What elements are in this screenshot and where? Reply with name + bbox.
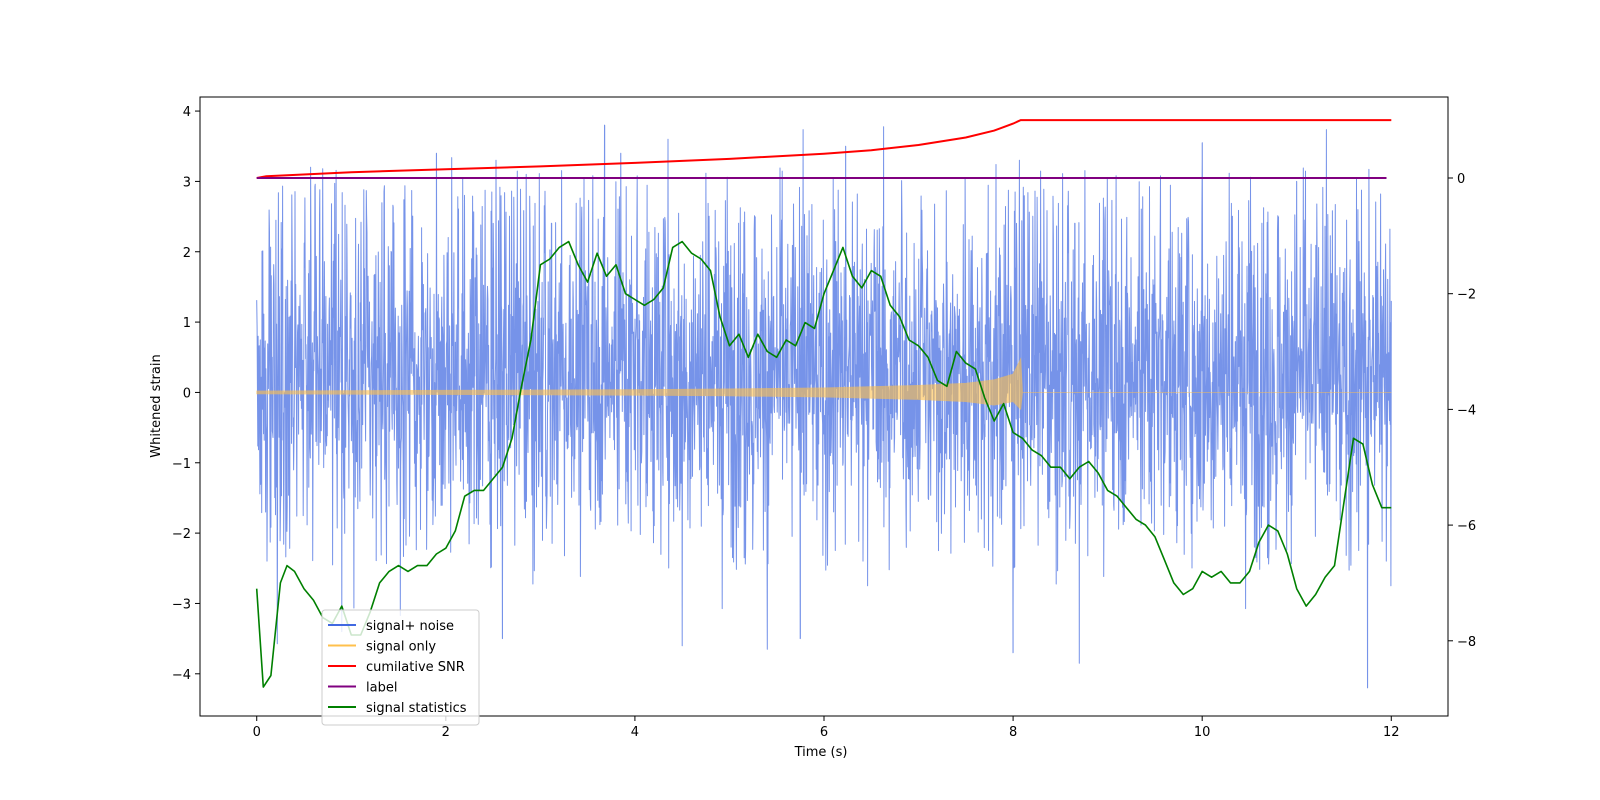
series-signal-statistics xyxy=(255,240,1392,688)
y-right-tick-label: −2 xyxy=(1457,288,1476,303)
x-tick-label: 8 xyxy=(1009,725,1017,740)
y-right-tick-label: 0 xyxy=(1457,172,1465,187)
y-left-tick-label: −2 xyxy=(172,527,191,542)
x-tick-label: 0 xyxy=(253,725,261,740)
x-tick-label: 6 xyxy=(820,725,828,740)
y-axis-left-ticks: 4 3 2 1 0 −1 −2 −3 −4 xyxy=(172,105,200,683)
y-right-tick-label: −8 xyxy=(1457,635,1476,650)
legend-label: signal only xyxy=(366,640,436,655)
legend-label: cumilative SNR xyxy=(366,660,465,675)
x-axis-ticks: 0 2 4 6 8 10 12 xyxy=(253,716,1400,740)
legend-label: signal+ noise xyxy=(366,619,454,634)
y-left-tick-label: −1 xyxy=(172,457,191,472)
y-axis-right-ticks: 0 −2 −4 −6 −8 xyxy=(1448,172,1476,650)
legend-label: label xyxy=(366,681,397,696)
x-axis-label: Time (s) xyxy=(794,745,848,760)
legend-box xyxy=(321,609,480,726)
y-right-tick-label: −6 xyxy=(1457,519,1476,534)
y-left-tick-label: 0 xyxy=(183,386,191,401)
y-right-tick-label: −4 xyxy=(1457,403,1476,418)
y-left-tick-label: 4 xyxy=(183,105,191,120)
y-left-tick-label: 2 xyxy=(183,246,191,261)
y-axis-label: Whitened strain xyxy=(149,354,164,457)
x-tick-label: 10 xyxy=(1194,725,1211,740)
legend: signal+ noise signal only cumilative SNR la… xyxy=(321,609,480,726)
plot-area xyxy=(255,119,1392,689)
x-tick-label: 2 xyxy=(442,725,450,740)
y-left-tick-label: 1 xyxy=(183,316,191,331)
y-left-tick-label: −3 xyxy=(172,597,191,612)
y-left-tick-label: 3 xyxy=(183,175,191,190)
series-signal-plus-noise xyxy=(256,124,1392,689)
x-tick-label: 12 xyxy=(1383,725,1400,740)
x-tick-label: 4 xyxy=(631,725,639,740)
legend-label: signal statistics xyxy=(366,701,467,716)
series-signal-only xyxy=(256,357,1392,411)
y-left-tick-label: −4 xyxy=(172,668,191,683)
series-cumilative-snr xyxy=(256,119,1392,179)
